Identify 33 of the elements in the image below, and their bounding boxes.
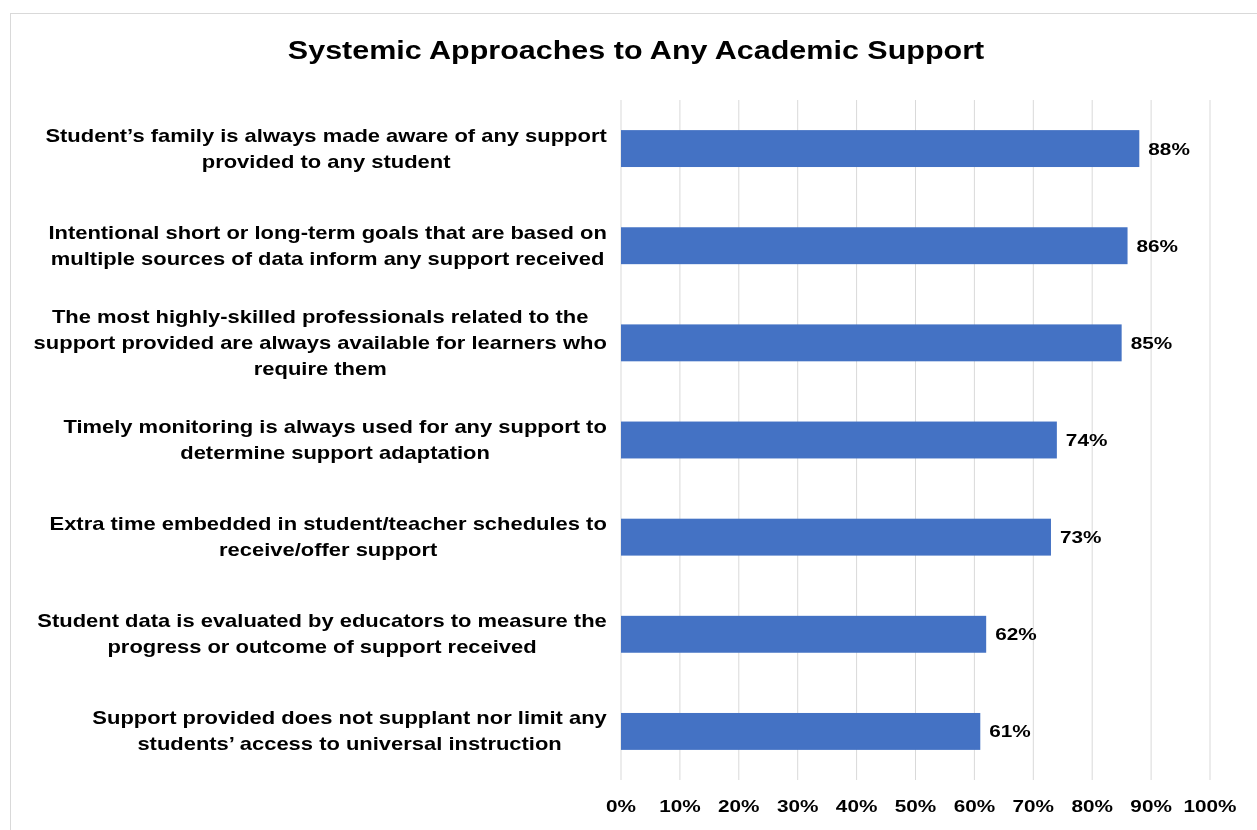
- data-label: 85%: [1130, 333, 1173, 353]
- data-label: 86%: [1136, 236, 1179, 256]
- bar: [621, 712, 981, 750]
- chart-title: Systemic Approaches to Any Academic Support: [287, 36, 985, 65]
- data-label: 73%: [1059, 527, 1102, 547]
- data-label: 61%: [989, 722, 1031, 742]
- x-tick-label: 10%: [659, 796, 701, 816]
- y-tick-label: Student’s family is always made aware of any support provided to any student: [45, 125, 608, 172]
- y-tick-label: Extra time embedded in student/teacher schedules to receive/offer support: [49, 514, 607, 560]
- y-tick-label: Student data is evaluated by educators to measure the progress or outcome of support received: [37, 611, 607, 657]
- x-tick-label: 50%: [894, 796, 937, 816]
- data-label: 88%: [1148, 139, 1190, 159]
- bar: [621, 324, 1122, 362]
- bar: [621, 421, 1057, 459]
- x-tick-label: 100%: [1183, 796, 1237, 816]
- x-tick-label: 0%: [606, 796, 637, 816]
- x-tick-label: 90%: [1130, 796, 1172, 816]
- x-tick-label: 70%: [1012, 796, 1055, 816]
- data-label: 74%: [1065, 430, 1108, 450]
- x-tick-label: 30%: [776, 796, 819, 816]
- x-tick-label: 60%: [953, 796, 996, 816]
- x-tick-label: 80%: [1071, 796, 1114, 816]
- x-tick-label: 40%: [835, 796, 878, 816]
- data-label: 62%: [995, 625, 1037, 644]
- y-tick-label: Timely monitoring is always used for any support to determine support adaptation: [63, 416, 607, 463]
- bar: [621, 615, 987, 653]
- x-tick-label: 20%: [718, 796, 760, 816]
- y-tick-label: Support provided does not supplant nor limit any students’ access to universal instruction: [92, 708, 608, 755]
- bar: [621, 518, 1051, 556]
- y-tick-label: The most highly-skilled professionals related to the support provided are always available for learners who require them: [33, 306, 607, 379]
- y-tick-label: Intentional short or long-term goals that are based on multiple sources of data inform any support received: [48, 222, 607, 269]
- bar: [621, 227, 1128, 265]
- bar: [621, 130, 1140, 168]
